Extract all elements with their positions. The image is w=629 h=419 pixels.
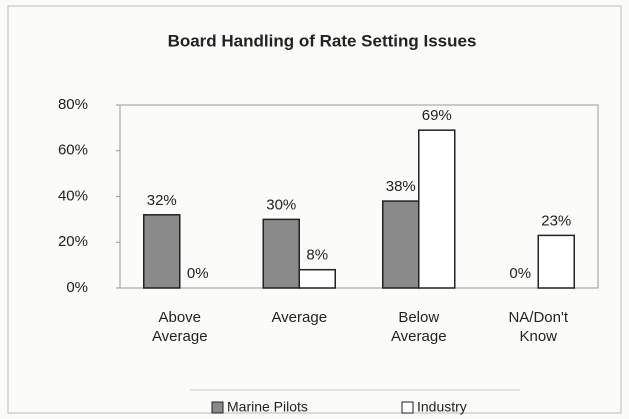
y-tick-label: 0% bbox=[66, 279, 88, 296]
data-label: 69% bbox=[422, 107, 452, 124]
y-tick-label: 60% bbox=[58, 142, 88, 159]
x-tick-label: Average bbox=[271, 309, 328, 326]
legend-swatch bbox=[401, 401, 414, 414]
chart-frame bbox=[7, 5, 622, 414]
legend-swatch bbox=[211, 401, 224, 414]
bar bbox=[537, 234, 575, 289]
y-tick-label: 40% bbox=[58, 187, 88, 204]
bar bbox=[143, 214, 181, 289]
bar bbox=[262, 218, 300, 289]
bar bbox=[418, 129, 456, 289]
legend-label: Industry bbox=[417, 399, 467, 415]
legend-label: Marine Pilots bbox=[227, 399, 308, 415]
x-tick-label: Below Average bbox=[390, 309, 447, 345]
data-label: 38% bbox=[386, 178, 416, 195]
plot-area bbox=[119, 104, 599, 289]
x-tick-label: Above Average bbox=[151, 309, 208, 345]
bar bbox=[298, 268, 336, 289]
x-tick-label: NA/Don't Know bbox=[508, 309, 569, 345]
y-tick-label: 80% bbox=[58, 96, 88, 113]
y-tick-label: 20% bbox=[58, 233, 88, 250]
data-label: 23% bbox=[541, 212, 571, 229]
data-label: 8% bbox=[306, 247, 328, 264]
data-label: 0% bbox=[509, 265, 531, 282]
data-label: 30% bbox=[266, 196, 296, 213]
data-label: 32% bbox=[147, 192, 177, 209]
bar bbox=[382, 200, 420, 289]
data-label: 0% bbox=[187, 265, 209, 282]
chart-title: Board Handling of Rate Setting Issues bbox=[168, 31, 477, 50]
